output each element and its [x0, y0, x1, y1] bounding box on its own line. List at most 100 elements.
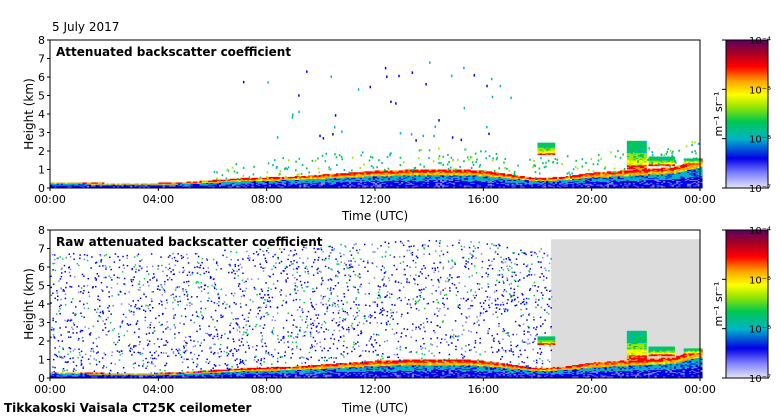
boundary-layer-cell	[414, 182, 417, 184]
boundary-layer-cell	[435, 178, 439, 181]
boundary-layer-cell	[409, 176, 413, 179]
boundary-layer-cell	[450, 172, 454, 174]
boundary-layer-cell	[479, 180, 482, 182]
boundary-layer-cell	[507, 181, 510, 183]
boundary-layer-cell	[511, 176, 515, 179]
boundary-layer-cell	[388, 174, 391, 176]
boundary-layer-cell	[349, 179, 352, 181]
boundary-layer-cell	[422, 182, 426, 184]
boundary-layer-cell	[418, 181, 421, 183]
boundary-layer-cell	[446, 175, 450, 177]
boundary-layer-cell	[370, 178, 374, 181]
boundary-layer-cell	[596, 181, 599, 183]
boundary-layer-cell	[325, 178, 328, 181]
boundary-layer-cell	[565, 182, 569, 184]
boundary-layer-cell	[359, 173, 363, 175]
boundary-layer-cell	[307, 175, 311, 178]
boundary-layer-cell	[212, 185, 216, 187]
boundary-layer-cell	[344, 186, 348, 188]
boundary-layer-cell	[136, 184, 140, 186]
boundary-layer-cell	[255, 185, 259, 187]
boundary-layer-cell	[273, 178, 276, 181]
boundary-layer-cell	[316, 177, 320, 180]
aerosol-cell	[437, 147, 440, 150]
boundary-layer-cell	[294, 182, 298, 184]
boundary-layer-cell	[498, 178, 502, 181]
boundary-layer-cell	[422, 175, 426, 177]
boundary-layer-cell	[405, 180, 408, 182]
boundary-layer-cell	[420, 179, 424, 181]
aerosol-cell	[585, 161, 587, 164]
boundary-layer-cell	[502, 176, 506, 179]
boundary-layer-cell	[416, 179, 419, 181]
boundary-layer-cell	[346, 175, 350, 178]
boundary-layer-cell	[290, 178, 294, 181]
boundary-layer-cell	[314, 175, 317, 177]
boundary-layer-cell	[305, 175, 309, 178]
boundary-layer-cell	[450, 183, 454, 185]
boundary-layer-cell	[567, 177, 571, 180]
boundary-layer-cell	[414, 183, 417, 185]
boundary-layer-cell	[377, 173, 380, 175]
boundary-layer-cell	[266, 176, 270, 179]
boundary-layer-cell	[394, 184, 398, 186]
boundary-layer-cell	[479, 179, 482, 181]
boundary-layer-cell	[561, 178, 564, 181]
boundary-layer-cell	[559, 177, 562, 180]
boundary-layer-cell	[611, 176, 614, 179]
boundary-layer-cell	[349, 178, 352, 181]
boundary-layer-cell	[453, 176, 456, 179]
aerosol-cell	[697, 142, 700, 145]
boundary-layer-cell	[299, 183, 302, 185]
boundary-layer-cell	[448, 181, 452, 183]
boundary-layer-cell	[58, 185, 62, 187]
boundary-layer-cell	[147, 185, 151, 187]
boundary-layer-cell	[466, 175, 469, 177]
boundary-layer-cell	[271, 178, 274, 181]
aerosol-cell	[547, 159, 550, 162]
boundary-layer-cell	[104, 186, 107, 188]
boundary-layer-cell	[377, 177, 380, 180]
boundary-layer-cell	[459, 175, 463, 178]
boundary-layer-cell	[578, 178, 582, 181]
boundary-layer-cell	[401, 174, 404, 176]
boundary-layer-cell	[193, 184, 196, 186]
boundary-layer-cell	[128, 184, 131, 186]
aerosol-cell	[329, 168, 332, 171]
boundary-layer-cell	[552, 179, 556, 181]
boundary-layer-cell	[424, 179, 428, 181]
boundary-layer-cell	[249, 184, 252, 186]
boundary-layer-cell	[385, 173, 389, 175]
boundary-layer-cell	[147, 186, 151, 188]
boundary-layer-cell	[305, 181, 309, 183]
aerosol-cell	[324, 160, 327, 163]
boundary-layer-cell	[245, 184, 248, 186]
boundary-layer-cell	[505, 178, 508, 181]
boundary-layer-cell	[403, 176, 406, 179]
boundary-layer-cell	[108, 185, 112, 187]
boundary-layer-cell	[576, 175, 580, 177]
boundary-layer-cell	[420, 181, 424, 183]
boundary-layer-cell	[201, 183, 205, 185]
boundary-layer-cell	[461, 172, 465, 174]
boundary-layer-cell	[544, 177, 547, 180]
boundary-layer-cell	[485, 173, 489, 175]
boundary-layer-cell	[611, 173, 614, 175]
boundary-layer-cell	[234, 182, 237, 184]
boundary-layer-cell	[526, 182, 530, 184]
boundary-layer-cell	[167, 182, 170, 184]
boundary-layer-cell	[474, 181, 478, 183]
boundary-layer-cell	[546, 185, 549, 187]
boundary-layer-cell	[73, 186, 77, 188]
boundary-layer-cell	[574, 186, 577, 188]
boundary-layer-cell	[476, 183, 480, 185]
boundary-layer-cell	[208, 185, 211, 187]
aerosol-cell	[554, 157, 557, 160]
aerosol-cell	[413, 167, 416, 170]
boundary-layer-cell	[437, 178, 441, 181]
boundary-layer-cell	[284, 177, 287, 180]
boundary-layer-cell	[253, 185, 257, 187]
boundary-layer-cell	[372, 175, 376, 177]
boundary-layer-cell	[353, 181, 356, 183]
boundary-layer-cell	[485, 176, 489, 179]
